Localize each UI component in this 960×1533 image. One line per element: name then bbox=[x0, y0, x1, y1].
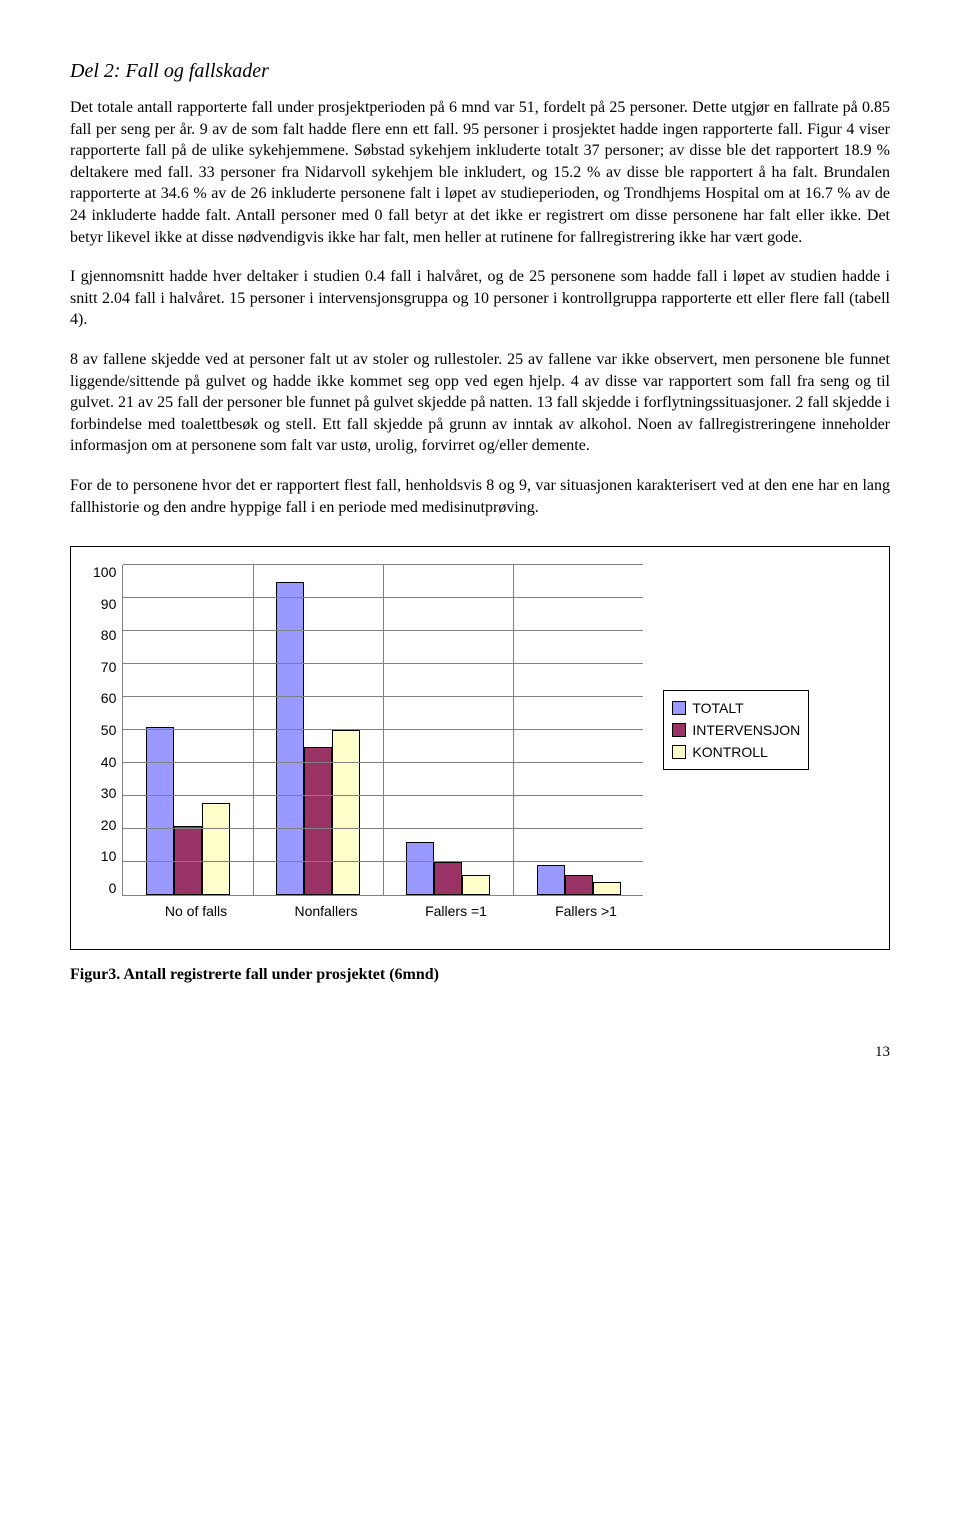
x-axis: No of fallsNonfallersFallers =1Fallers >… bbox=[131, 895, 651, 919]
chart-legend: TOTALT INTERVENSJON KONTROLL bbox=[663, 690, 809, 770]
y-tick: 50 bbox=[101, 723, 117, 737]
paragraph-3: 8 av fallene skjedde ved at personer fal… bbox=[70, 349, 890, 457]
y-tick: 70 bbox=[101, 660, 117, 674]
bar-group bbox=[123, 565, 253, 895]
legend-label: TOTALT bbox=[692, 700, 743, 716]
y-tick: 80 bbox=[101, 628, 117, 642]
bar bbox=[304, 747, 332, 896]
paragraph-2: I gjennomsnitt hadde hver deltaker i stu… bbox=[70, 266, 890, 331]
bar bbox=[146, 727, 174, 895]
y-tick: 10 bbox=[101, 849, 117, 863]
bar-group bbox=[384, 565, 514, 895]
legend-item: KONTROLL bbox=[672, 741, 800, 763]
legend-swatch bbox=[672, 701, 686, 715]
bar bbox=[406, 842, 434, 895]
legend-item: TOTALT bbox=[672, 697, 800, 719]
y-axis: 1009080706050403020100 bbox=[93, 565, 122, 895]
bar bbox=[434, 862, 462, 895]
legend-swatch bbox=[672, 723, 686, 737]
legend-label: INTERVENSJON bbox=[692, 722, 800, 738]
page-number: 13 bbox=[70, 1044, 890, 1061]
plot-area bbox=[122, 565, 643, 896]
x-category-label: Fallers >1 bbox=[521, 895, 651, 919]
bar bbox=[593, 882, 621, 895]
x-category-label: Nonfallers bbox=[261, 895, 391, 919]
bar-chart: 1009080706050403020100 TOTALTINTERVENSJO… bbox=[70, 546, 890, 950]
section-title: Del 2: Fall og fallskader bbox=[70, 60, 890, 83]
legend-swatch bbox=[672, 745, 686, 759]
x-category-label: Fallers =1 bbox=[391, 895, 521, 919]
y-tick: 100 bbox=[93, 565, 116, 579]
bar bbox=[202, 803, 230, 895]
y-tick: 60 bbox=[101, 691, 117, 705]
paragraph-1: Det totale antall rapporterte fall under… bbox=[70, 97, 890, 248]
paragraph-4: For de to personene hvor det er rapporte… bbox=[70, 475, 890, 518]
bar-group bbox=[254, 565, 384, 895]
bar bbox=[332, 730, 360, 895]
legend-label: KONTROLL bbox=[692, 744, 767, 760]
y-tick: 90 bbox=[101, 597, 117, 611]
y-tick: 40 bbox=[101, 755, 117, 769]
legend-item: INTERVENSJON bbox=[672, 719, 800, 741]
bar-group bbox=[514, 565, 643, 895]
figure-caption: Figur3. Antall registrerte fall under pr… bbox=[70, 966, 890, 984]
y-tick: 0 bbox=[109, 881, 117, 895]
y-tick: 20 bbox=[101, 818, 117, 832]
bar bbox=[565, 875, 593, 895]
y-tick: 30 bbox=[101, 786, 117, 800]
x-category-label: No of falls bbox=[131, 895, 261, 919]
bar bbox=[537, 865, 565, 895]
bar bbox=[276, 582, 304, 896]
bar bbox=[462, 875, 490, 895]
